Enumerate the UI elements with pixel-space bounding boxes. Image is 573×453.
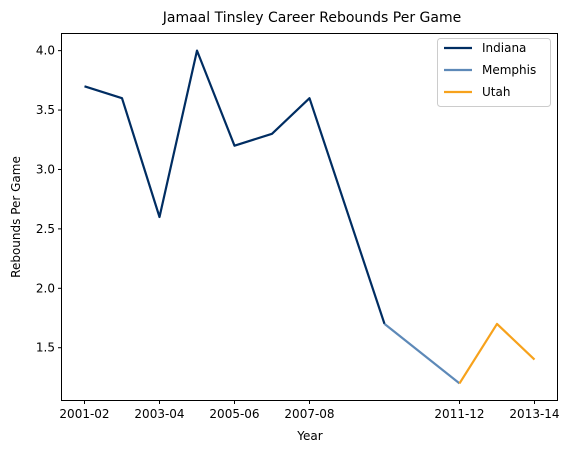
y-tick-label: 3.0	[36, 162, 55, 176]
y-tick-label: 1.5	[36, 341, 55, 355]
y-tick-label: 3.5	[36, 103, 55, 117]
y-tick-label: 2.5	[36, 222, 55, 236]
legend-label-memphis: Memphis	[482, 63, 536, 77]
x-tick-label: 2003-04	[134, 407, 184, 421]
x-tick-label: 2005-06	[209, 407, 259, 421]
legend-label-indiana: Indiana	[482, 41, 526, 55]
series-line-indiana	[84, 49, 386, 325]
chart-title: Jamaal Tinsley Career Rebounds Per Game	[162, 10, 461, 26]
y-axis: 1.5 2.0 2.5 3.0 3.5 4.0	[36, 44, 62, 355]
series-line-memphis	[383, 323, 461, 385]
legend-label-utah: Utah	[482, 85, 510, 99]
y-tick-label: 2.0	[36, 281, 55, 295]
x-tick-label: 2001-02	[59, 407, 109, 421]
y-axis-label: Rebounds Per Game	[9, 156, 23, 278]
x-axis: 2001-02 2003-04 2005-06 2007-08 2011-12 2013-…	[59, 400, 560, 421]
legend-box	[437, 38, 551, 107]
legend: Indiana Memphis Utah	[437, 38, 551, 107]
series-line-utah	[458, 322, 536, 384]
plot-lines	[84, 49, 536, 385]
x-tick-label: 2007-08	[284, 407, 334, 421]
x-tick-label: 2013-14	[509, 407, 559, 421]
y-tick-label: 4.0	[36, 44, 55, 58]
x-tick-label: 2011-12	[434, 407, 484, 421]
x-axis-label: Year	[296, 429, 322, 443]
